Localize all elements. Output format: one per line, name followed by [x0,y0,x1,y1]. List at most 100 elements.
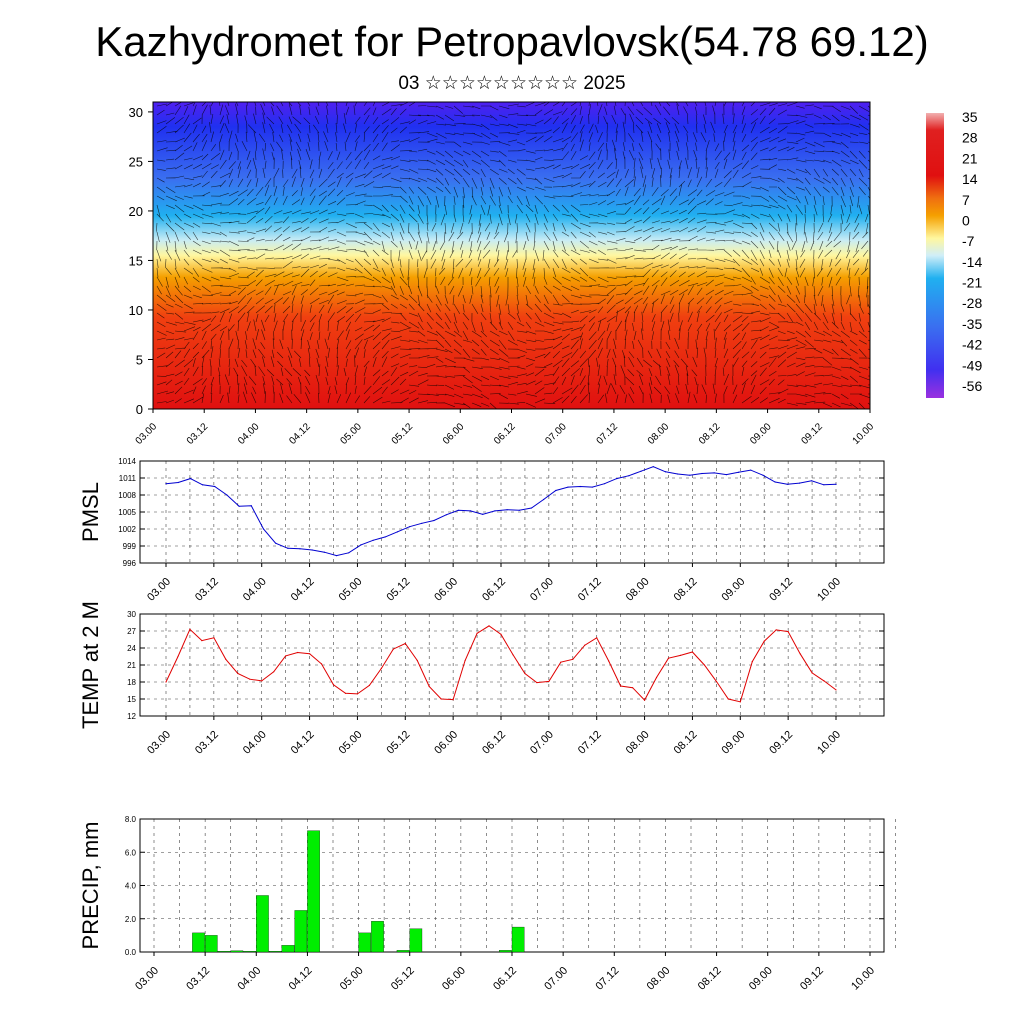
y-tick-label: 0.0 [125,948,137,957]
y-tick-label: 1014 [118,457,136,466]
y-tick-label: 10 [129,303,143,318]
pmsl-ylabel: PMSL [78,482,103,542]
pmsl-point [457,509,459,511]
x-tick-label: 07.00 [542,965,570,993]
x-tick-label: 07.00 [528,576,556,604]
pmsl-point [591,486,593,488]
pmsl-point [396,531,399,533]
temp-2m-point [608,660,610,662]
y-tick-label: 30 [127,610,136,619]
precip-bar [294,910,308,953]
temp-2m-point [596,637,598,639]
temp-2m-point [763,640,765,642]
pmsl-point [628,475,630,477]
pmsl-point [713,472,715,474]
temp-2m-point [500,633,502,636]
pmsl-point [469,510,472,512]
x-tick-label: 07.12 [576,576,604,604]
temp-2m-point [440,698,442,700]
x-tick-label: 07.12 [595,421,621,447]
y-tick-label: 5 [136,352,143,367]
chart-title: Kazhydromet for Petropavlovsk(54.78 69.1… [95,18,929,65]
pmsl-point [750,469,752,471]
x-tick-label: 04.12 [287,965,315,993]
temp-2m-point [572,658,574,660]
colorbar-label: 14 [962,171,978,187]
temp-2m-ylabel: TEMP at 2 M [78,601,103,729]
x-tick-label: 06.00 [432,729,460,757]
temp-2m-point [691,651,694,653]
temp-2m-point [368,684,370,687]
colorbar-label: 7 [962,192,970,208]
precip-bar [268,951,282,953]
x-tick-label: 04.12 [287,421,313,447]
pmsl-point [287,547,289,549]
pmsl-point [640,470,642,472]
colorbar-label: -42 [962,337,982,353]
temp-2m-point [739,701,741,703]
y-tick-label: 25 [129,154,143,169]
x-tick-label: 06.12 [480,729,508,757]
precip-bar [192,932,205,953]
temp-2m-point [488,625,490,627]
temp-2m-point [428,685,430,688]
y-tick-label: 15 [127,695,136,704]
pmsl-point [165,483,167,485]
temp-2m-point [727,698,729,700]
temp-2m-point [703,664,705,666]
x-tick-label: 10.00 [815,729,843,757]
colorbar-label: -28 [962,295,982,311]
colorbar-label: -7 [962,233,975,249]
y-tick-label: 1002 [118,525,136,534]
y-tick-label: 24 [127,644,136,653]
x-tick-label: 04.00 [241,576,269,604]
wind-streamlines [156,102,870,409]
x-tick-label: 09.00 [719,576,747,604]
pmsl-point [737,471,740,473]
x-tick-label: 03.12 [184,965,212,993]
temp-2m-point [476,632,478,634]
x-tick-label: 03.12 [193,729,221,757]
pmsl-point [603,483,606,485]
x-tick-label: 05.12 [390,421,416,447]
precip-bar [230,950,244,953]
precip-bar [281,945,295,953]
pmsl-point [798,482,801,484]
colorbar-label: 0 [962,212,970,228]
y-tick-label: 1005 [118,508,136,517]
x-tick-label: 05.12 [389,965,417,993]
x-tick-label: 08.00 [624,576,652,604]
x-tick-label: 08.00 [646,421,672,447]
temp-2m-point [667,657,670,659]
colorbar [926,113,944,398]
x-tick-label: 09.12 [799,421,825,447]
colorbar-label: -21 [962,275,982,291]
temp-2m-point [332,684,335,686]
x-tick-label: 10.00 [815,576,843,604]
x-tick-label: 05.00 [337,576,365,604]
temp-2m-point [273,671,275,673]
pmsl-point [299,548,301,550]
y-tick-label: 999 [123,542,137,551]
temp-2m-point [404,642,406,645]
x-tick-label: 08.00 [645,965,673,993]
temp-2m-point [297,651,299,654]
x-tick-label: 07.00 [543,421,569,447]
temp-2m-point [416,659,418,662]
pmsl-point [250,505,252,507]
x-tick-label: 06.00 [432,576,460,604]
pmsl-point [384,536,386,538]
pmsl-point [616,477,618,480]
pmsl-point [774,481,776,483]
y-tick-label: 2.0 [125,915,137,924]
x-tick-label: 05.12 [384,576,412,604]
temp-2m-point [643,699,646,701]
temp-2m-point [320,663,323,665]
temp-2m-point [620,685,622,687]
pmsl-point [275,542,277,544]
precip-bar [307,830,320,953]
temp-2m-point [775,629,777,631]
pmsl-point [579,485,581,488]
precip-bar [499,950,512,953]
